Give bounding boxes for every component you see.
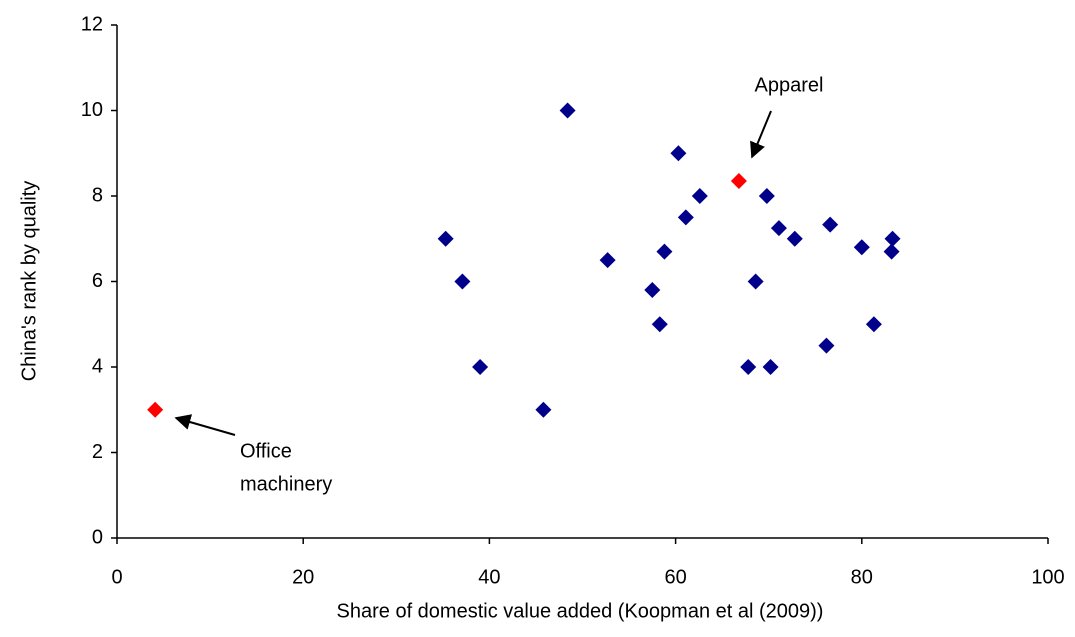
point	[884, 230, 901, 247]
point	[770, 220, 787, 237]
x-tick-label: 40	[478, 566, 500, 588]
y-tick-label: 8	[92, 184, 103, 206]
y-tick-label: 0	[92, 526, 103, 548]
annotation: machinery	[240, 473, 332, 495]
annotation: Apparel	[755, 74, 824, 96]
annotation-arrow	[174, 414, 236, 436]
x-tick-label: 100	[1031, 566, 1064, 588]
point	[535, 401, 552, 418]
point	[730, 173, 747, 190]
point	[758, 188, 775, 204]
point	[670, 145, 687, 162]
point	[818, 337, 835, 354]
point	[599, 252, 616, 269]
point	[822, 216, 839, 233]
point	[644, 282, 661, 299]
point	[472, 359, 489, 375]
x-axis-label: Share of domestic value added (Koopman e…	[337, 600, 824, 622]
point	[147, 401, 164, 418]
point	[454, 273, 471, 290]
annotation: Office	[240, 440, 292, 462]
point	[656, 243, 673, 260]
x-tick-label: 0	[111, 566, 122, 588]
point	[883, 243, 900, 260]
point	[651, 316, 668, 333]
point	[691, 188, 708, 204]
point	[786, 230, 803, 247]
point	[437, 230, 454, 247]
point	[677, 209, 694, 226]
y-tick-label: 4	[92, 355, 103, 377]
y-tick-label: 12	[81, 13, 103, 35]
point	[762, 359, 779, 375]
annotation-arrow	[750, 110, 772, 159]
point	[853, 239, 870, 256]
y-tick-label: 2	[92, 441, 103, 463]
point	[559, 102, 576, 119]
point	[865, 316, 882, 333]
x-tick-label: 20	[292, 566, 314, 588]
y-axis-label: China's rank by quality	[18, 181, 40, 382]
y-tick-label: 6	[92, 270, 103, 292]
point	[740, 359, 757, 375]
x-tick-label: 60	[664, 566, 686, 588]
x-tick-label: 80	[851, 566, 873, 588]
y-tick-label: 10	[81, 99, 103, 121]
point	[747, 273, 764, 290]
